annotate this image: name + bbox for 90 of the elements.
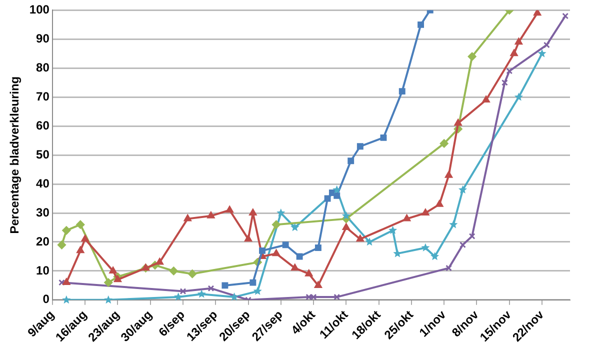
point: [418, 21, 424, 28]
point: [109, 266, 117, 274]
point: [514, 38, 522, 45]
point: [57, 240, 66, 250]
point: [506, 68, 513, 74]
point: [444, 171, 453, 178]
point: [174, 292, 183, 301]
point: [76, 220, 85, 229]
point: [208, 285, 214, 292]
y-tick-label: 10: [36, 263, 50, 278]
point: [207, 212, 215, 218]
point: [543, 42, 550, 48]
y-tick-label: 40: [36, 176, 50, 190]
point: [380, 134, 387, 141]
point: [332, 185, 342, 194]
point: [482, 96, 490, 103]
point: [468, 232, 476, 240]
point: [514, 92, 523, 101]
point: [356, 234, 364, 242]
point: [250, 279, 256, 286]
point: [310, 294, 317, 300]
point: [314, 244, 322, 252]
point: [314, 281, 322, 288]
point: [306, 294, 312, 300]
point: [62, 278, 70, 286]
point: [282, 242, 289, 248]
point: [436, 200, 444, 207]
point: [454, 118, 462, 126]
point: [276, 208, 286, 217]
point: [226, 206, 234, 213]
point: [446, 264, 452, 272]
point: [501, 79, 508, 86]
y-tick-label: 100: [29, 2, 50, 17]
point: [356, 143, 364, 150]
point: [538, 49, 546, 58]
point: [222, 282, 228, 289]
point: [290, 223, 300, 232]
point: [249, 208, 257, 216]
point: [291, 264, 299, 271]
point: [259, 247, 266, 254]
point: [422, 208, 430, 216]
point: [104, 295, 113, 304]
point: [510, 49, 518, 56]
point: [169, 266, 178, 276]
point: [458, 185, 468, 194]
point: [104, 278, 113, 287]
point: [334, 294, 340, 300]
point: [365, 237, 374, 246]
point: [460, 242, 466, 248]
point: [562, 12, 569, 20]
point: [197, 290, 206, 298]
y-tick-label: 20: [36, 234, 50, 248]
point: [244, 234, 252, 242]
point: [342, 223, 350, 230]
point: [403, 214, 411, 222]
point: [296, 253, 303, 260]
y-tick-label: 70: [36, 89, 50, 104]
point: [334, 192, 340, 199]
point: [348, 158, 354, 164]
point: [180, 288, 186, 294]
point: [430, 252, 440, 260]
point: [534, 10, 542, 16]
point: [76, 246, 84, 254]
y-tick-label: 90: [36, 31, 50, 46]
point: [114, 275, 122, 282]
point: [188, 270, 197, 278]
point: [388, 226, 398, 234]
point: [468, 52, 476, 61]
point: [324, 195, 331, 202]
point: [342, 211, 350, 220]
y-tick-label: 60: [36, 118, 50, 132]
y-tick-label: 50: [36, 147, 50, 162]
point: [253, 286, 262, 295]
point: [62, 295, 71, 304]
point: [398, 88, 406, 95]
y-tick-label: 80: [36, 60, 50, 74]
y-tick-label: 30: [36, 205, 50, 220]
point: [156, 258, 164, 265]
point: [62, 226, 71, 235]
point: [230, 292, 239, 301]
point: [440, 139, 448, 148]
y-axis-title: Percentage bladverkleuring: [8, 76, 22, 234]
point: [449, 220, 458, 228]
point: [305, 270, 313, 276]
point: [81, 234, 89, 242]
point: [272, 249, 280, 256]
y-tick-label: 0: [42, 292, 50, 306]
point: [421, 243, 430, 252]
point: [184, 214, 192, 222]
point: [272, 220, 280, 229]
